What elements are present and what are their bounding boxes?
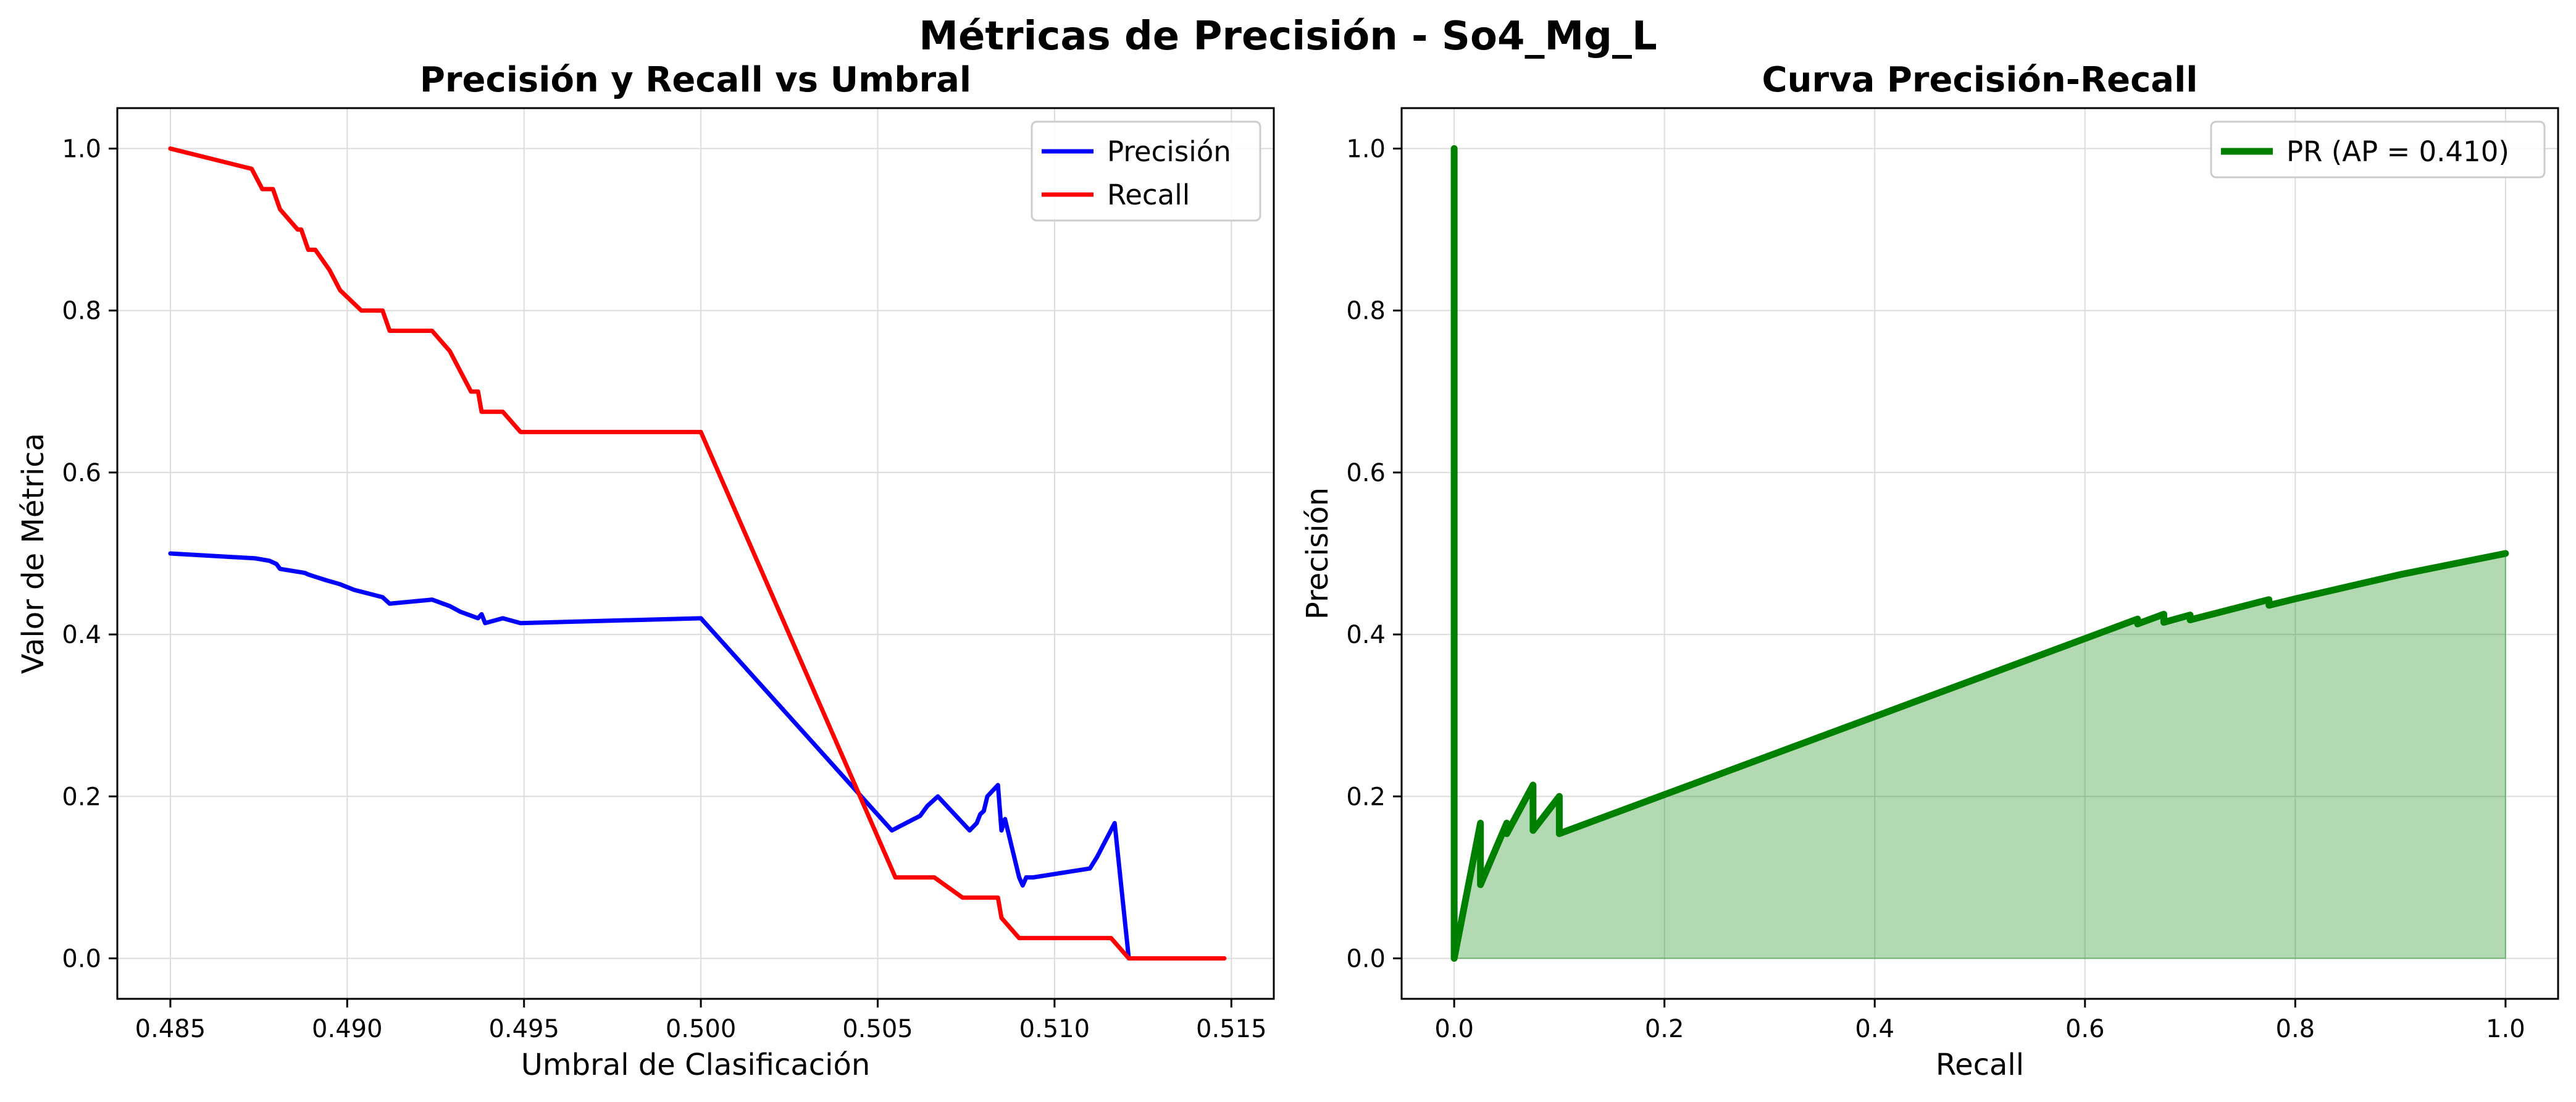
x-tick-label: 0.515	[1196, 1015, 1267, 1043]
figure-title: Métricas de Precisión - So4_Mg_L	[919, 14, 1657, 59]
y-tick-label: 0.8	[62, 297, 101, 326]
pr-area-fill	[1453, 148, 2506, 959]
y-axis-label: Valor de Métrica	[16, 433, 51, 674]
series-line-precisi-n	[168, 551, 1227, 961]
x-axis-label: Recall	[1936, 1048, 2024, 1082]
x-tick-label: 0.495	[488, 1015, 559, 1043]
x-tick-label: 0.6	[2065, 1015, 2105, 1043]
y-tick-label: 0.2	[1346, 783, 1386, 811]
y-tick-label: 0.4	[62, 621, 101, 649]
x-tick-label: 0.8	[2276, 1015, 2315, 1043]
axes-frame	[116, 107, 1275, 1000]
x-tick-label: 0.505	[842, 1015, 913, 1043]
y-tick-label: 0.2	[62, 783, 101, 811]
y-tick-label: 0.6	[1346, 459, 1386, 487]
y-tick-label: 1.0	[1346, 135, 1386, 164]
x-axis-label: Umbral de Clasificación	[521, 1048, 871, 1082]
x-tick-label: 0.490	[312, 1015, 383, 1043]
axes-frame	[1400, 107, 2559, 1000]
y-tick-label: 0.0	[1346, 944, 1386, 973]
x-tick-label: 0.2	[1645, 1015, 1684, 1043]
y-axis-label: Precisión	[1300, 487, 1335, 620]
chart-title: Curva Precisión-Recall	[1762, 60, 2198, 100]
y-tick-label: 0.0	[62, 944, 101, 973]
series-line-recall	[168, 146, 1227, 961]
chart-title: Precisión y Recall vs Umbral	[420, 60, 971, 100]
y-tick-label: 0.8	[1346, 297, 1386, 326]
y-tick-label: 0.4	[1346, 621, 1386, 649]
y-tick-label: 0.6	[62, 459, 101, 487]
legend-label: Recall	[1107, 179, 1190, 211]
series-line-pr-ap-0-410-	[1450, 145, 2509, 962]
x-tick-label: 1.0	[2486, 1015, 2525, 1043]
x-tick-label: 0.510	[1019, 1015, 1090, 1043]
legend-label: PR (AP = 0.410)	[2286, 135, 2509, 168]
legend-label: Precisión	[1107, 135, 1231, 168]
x-tick-label: 0.0	[1434, 1015, 1474, 1043]
legend-box	[2210, 120, 2546, 179]
x-tick-label: 0.485	[135, 1015, 206, 1043]
x-tick-label: 0.500	[666, 1015, 737, 1043]
x-tick-label: 0.4	[1855, 1015, 1894, 1043]
y-tick-label: 1.0	[62, 135, 101, 164]
